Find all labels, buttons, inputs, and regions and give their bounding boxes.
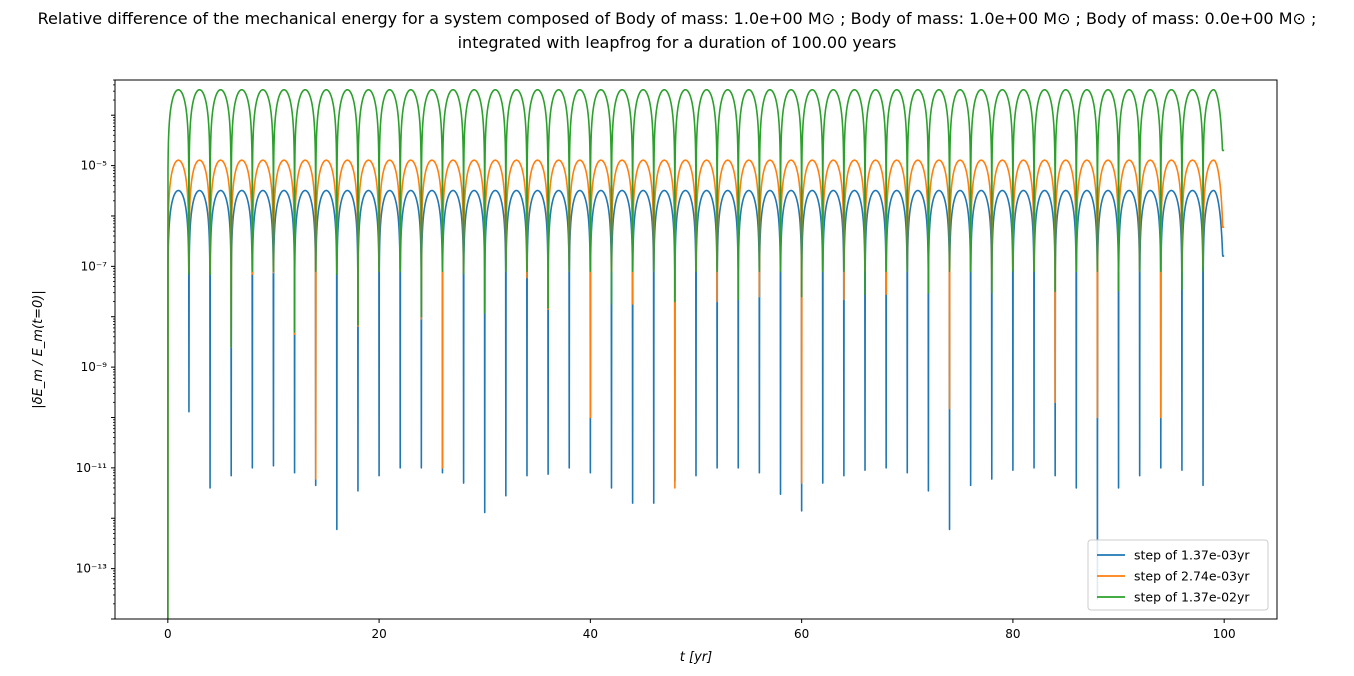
x-axis-ticks: 0 20 40 60 80 100 <box>164 619 1236 641</box>
x-tick-label: 20 <box>371 627 386 641</box>
y-tick-label: 10⁻⁹ <box>81 360 108 374</box>
series-line-1 <box>167 189 1225 619</box>
legend-box <box>1087 539 1269 611</box>
y-tick-label: 10⁻¹¹ <box>76 461 107 475</box>
x-tick-label: 60 <box>794 627 809 641</box>
series-layer <box>167 88 1225 619</box>
legend: step of 1.37e-03yr step of 2.74e-03yr step… <box>1087 539 1269 611</box>
x-tick-label: 80 <box>1005 627 1020 641</box>
chart-title-line-1: Relative difference of the mechanical en… <box>37 9 1317 28</box>
plot-area-frame <box>114 79 1278 620</box>
y-tick-label: 10⁻¹³ <box>76 562 107 576</box>
chart-title-line-2: integrated with leapfrog for a duration … <box>457 33 897 52</box>
legend-label-1: step of 1.37e-03yr <box>1134 548 1250 563</box>
y-axis-ticks: 10⁻¹³ 10⁻¹¹ 10⁻⁹ 10⁻⁷ 10⁻⁵ <box>76 79 115 620</box>
x-tick-label: 40 <box>583 627 598 641</box>
legend-label-3: step of 1.37e-02yr <box>1134 590 1250 605</box>
x-axis-label: t [yr] <box>680 650 712 665</box>
x-tick-label: 0 <box>164 627 172 641</box>
series-line-3 <box>167 88 1225 619</box>
y-axis-label: |δE_m / E_m(t=0)| <box>31 290 46 409</box>
x-tick-label: 100 <box>1213 627 1236 641</box>
y-tick-label: 10⁻⁷ <box>81 259 108 273</box>
y-tick-label: 10⁻⁵ <box>81 159 108 173</box>
legend-label-2: step of 2.74e-03yr <box>1134 569 1250 584</box>
